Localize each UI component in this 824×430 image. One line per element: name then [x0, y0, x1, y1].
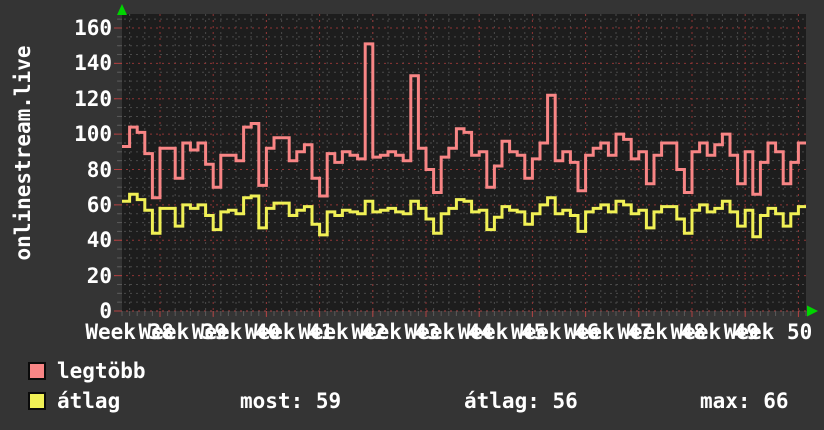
stat-atlag: átlag: 56 [464, 389, 578, 413]
x-tick-label: Week 47 [564, 320, 653, 344]
series-line-legtobb [122, 42, 806, 200]
legend-swatch-atlag [28, 392, 46, 410]
y-tick-label: 80 [86, 157, 112, 182]
x-tick-label: Week 48 [617, 320, 706, 344]
legend-label-atlag: átlag [57, 389, 121, 413]
x-tick-label: Week 39 [138, 320, 228, 344]
y-axis-arrow-icon [117, 4, 127, 15]
stat-max: max: 66 [700, 389, 789, 413]
legend-label-legtobb: legtöbb [57, 359, 146, 383]
y-tick-label: 40 [86, 228, 112, 253]
x-tick-label: Week 45 [457, 320, 547, 344]
x-tick-label: Week 43 [351, 320, 440, 344]
stat-most: most: 59 [240, 389, 342, 413]
legend-swatch-legtobb [28, 362, 46, 380]
y-tick-label: 0 [99, 299, 112, 323]
y-tick-label: 160 [74, 16, 112, 40]
x-tick-label: Week 44 [404, 320, 494, 344]
x-axis-arrow-icon [807, 305, 818, 317]
x-tick-label: Week 46 [510, 320, 600, 344]
x-tick-label: Week 50 [723, 320, 813, 344]
y-tick-label: 60 [86, 192, 112, 217]
y-tick-label: 140 [74, 51, 112, 76]
x-tick-label: Week 38 [85, 320, 174, 344]
series-line-atlag [122, 192, 806, 239]
chart-canvas [114, 4, 818, 317]
x-tick-label: Week 49 [670, 320, 760, 344]
y-tick-label: 120 [74, 86, 112, 111]
x-tick-label: Week 42 [298, 320, 387, 344]
y-tick-label: 20 [86, 263, 112, 288]
y-tick-label: 100 [74, 122, 112, 147]
x-tick-label: Week 40 [191, 320, 281, 344]
x-tick-label: Week 41 [244, 320, 334, 344]
